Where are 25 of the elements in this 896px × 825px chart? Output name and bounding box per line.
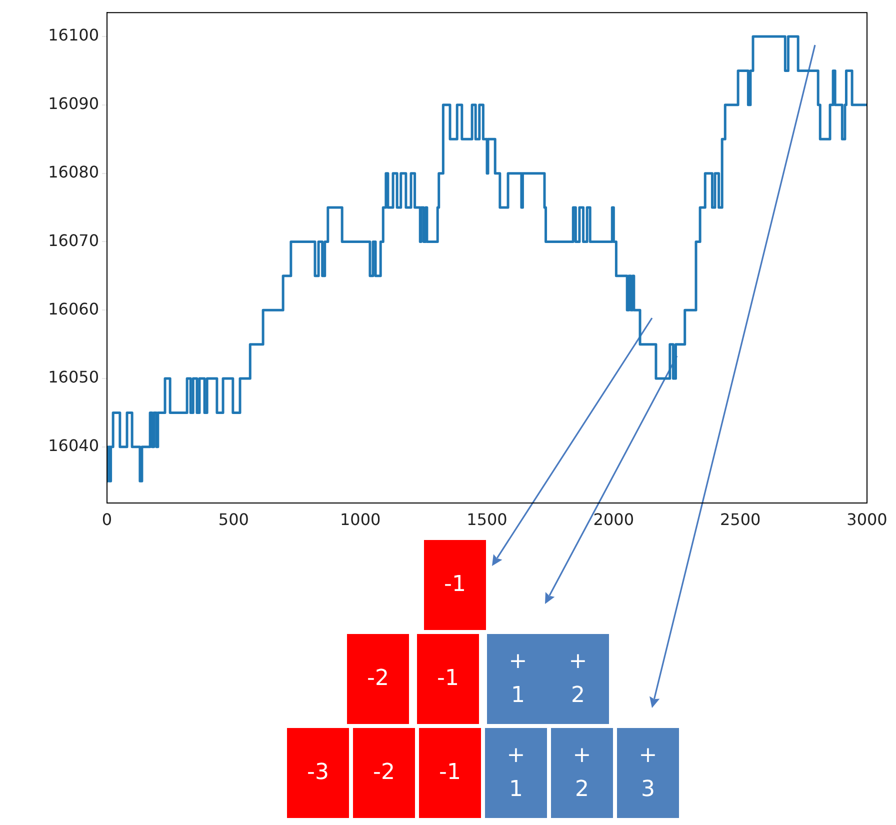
y-tick-label: 16080 [48,162,99,182]
text: -2 [353,728,415,818]
y-tick-label: 16040 [48,436,99,456]
x-tick-label: 0 [102,510,112,529]
text: -1 [419,728,481,818]
y-tick-label: 16070 [48,230,99,250]
text: -2 [347,634,409,724]
text: -1 [417,634,479,724]
text: + 3 [617,728,679,818]
x-tick-label: 2500 [720,510,761,529]
x-tick-label: 2000 [593,510,634,529]
y-tick-label: 16060 [48,299,99,318]
text: + 1 [487,634,549,724]
text: + 1 [485,728,547,818]
x-tick-label: 3000 [846,510,888,529]
y-tick-label: 16100 [48,26,99,45]
text: -1 [424,540,486,630]
y-tick-label: 16090 [48,94,99,114]
x-tick-label: 1000 [340,510,381,529]
text: + 2 [547,634,609,724]
x-tick-label: 500 [218,510,249,529]
text: + 2 [551,728,613,818]
text: -3 [287,728,349,818]
y-tick-label: 16050 [48,368,99,387]
x-tick-label: 1500 [466,510,508,529]
